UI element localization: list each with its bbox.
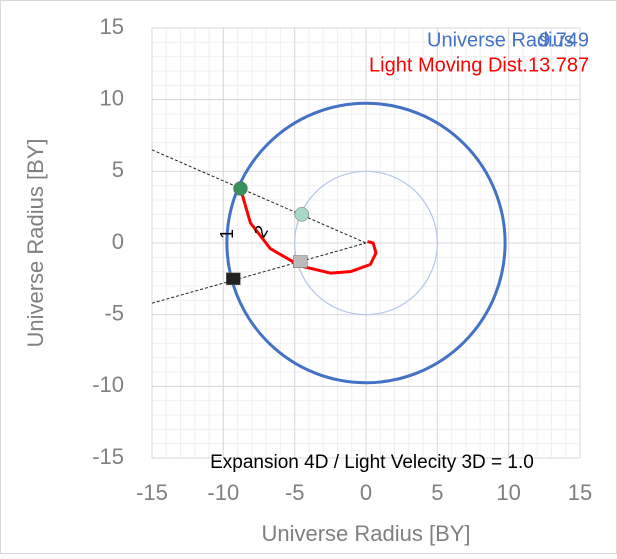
point-marker (226, 273, 240, 285)
y-tick-label: -10 (92, 372, 124, 397)
legend-value: 13.787 (528, 54, 589, 76)
y-tick-label: 0 (112, 229, 124, 254)
point-marker (293, 256, 307, 268)
x-tick-label: 15 (568, 480, 592, 505)
note: Expansion 4D / Light Velecity 3D = 1.0 (210, 452, 534, 473)
y-tick-label: -5 (104, 300, 124, 325)
chart: Universe Radius [BY] Universe Radius [BY… (0, 0, 617, 554)
legend-value: 9.749 (539, 29, 589, 51)
point-marker (233, 182, 247, 196)
x-tick-label: 0 (360, 480, 372, 505)
x-axis-label: Universe Radius [BY] (261, 521, 470, 546)
point-marker (295, 207, 309, 221)
y-tick-label: -15 (92, 444, 124, 469)
y-axis-label: Universe Radius [BY] (23, 138, 48, 347)
x-tick-label: 5 (431, 480, 443, 505)
x-tick-label: -10 (207, 480, 239, 505)
y-tick-label: 10 (100, 85, 124, 110)
x-tick-label: -5 (285, 480, 305, 505)
annotation: 1 (217, 229, 237, 239)
x-tick-label: -15 (136, 480, 168, 505)
y-tick-label: 5 (112, 157, 124, 182)
x-tick-label: 10 (496, 480, 520, 505)
y-tick-label: 15 (100, 14, 124, 39)
legend-label: Light Moving Dist. (369, 54, 528, 76)
